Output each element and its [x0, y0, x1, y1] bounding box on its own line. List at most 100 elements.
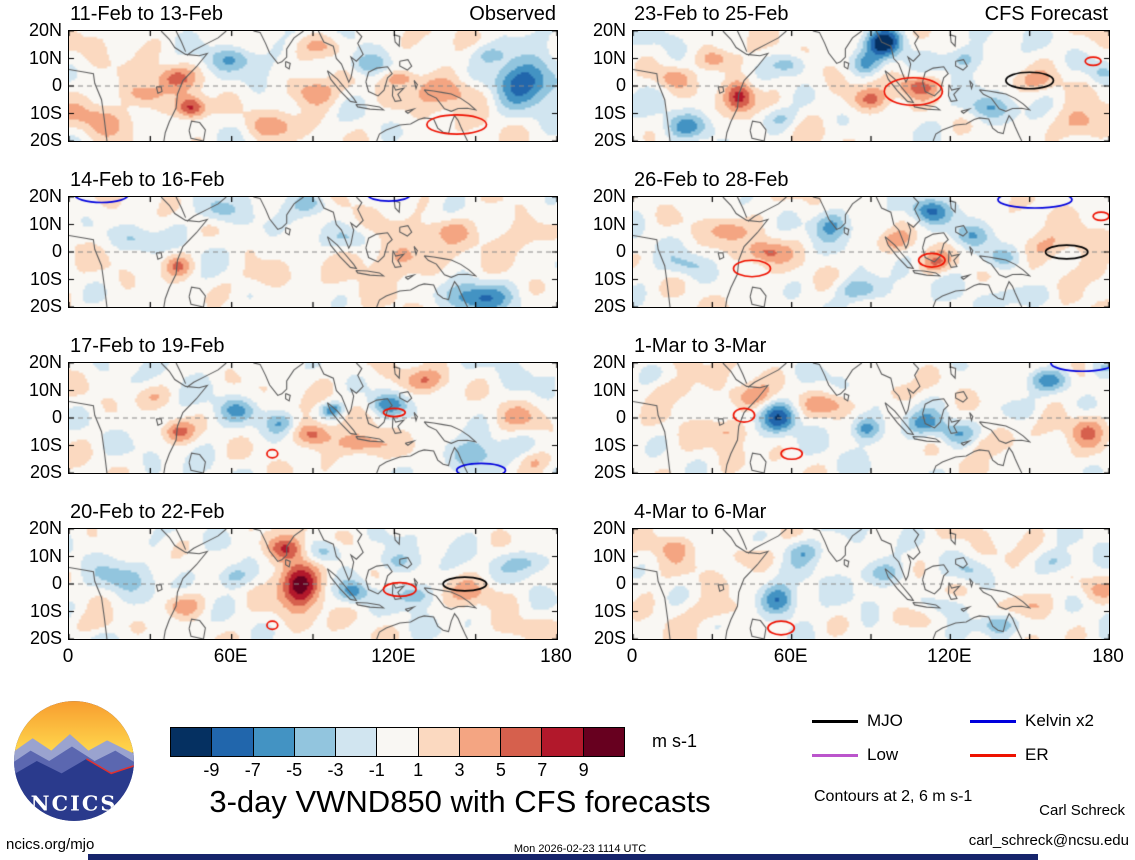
colorbar-cell — [294, 728, 337, 756]
colorbar-tick-label: -7 — [244, 760, 261, 780]
colorbar-cell — [377, 728, 419, 756]
y-axis-label: 10S — [29, 102, 62, 123]
panel-title: 20-Feb to 22-Feb — [70, 501, 225, 523]
y-axis-label: 10N — [28, 379, 62, 400]
map-overlay-canvas — [633, 31, 1109, 141]
colorbar-tick-label: -3 — [327, 760, 344, 780]
low-line-swatch — [812, 753, 858, 757]
wave-legend: MJO Kelvin x2 Low ER — [812, 704, 1124, 772]
legend-label-low: Low — [867, 745, 899, 764]
y-axis-label: 10N — [592, 545, 626, 566]
y-axis-label: 20N — [592, 518, 626, 538]
map-plot — [68, 362, 558, 474]
panel-title: 4-Mar to 6-Mar — [634, 501, 767, 523]
legend-label-er: ER — [1025, 745, 1049, 764]
panel-title: 17-Feb to 19-Feb — [70, 335, 225, 357]
colorbar-cell — [542, 728, 584, 756]
footer-url: ncics.org/mjo — [6, 836, 95, 853]
x-axis-label: 0 — [62, 646, 74, 667]
map-overlay-canvas — [633, 197, 1109, 307]
panel-title: 1-Mar to 3-Mar — [634, 335, 767, 357]
y-axis-label: 20N — [28, 518, 62, 538]
colorbar-cell — [583, 728, 624, 756]
legend-item-er: ER — [970, 745, 1124, 765]
y-axis-label: 20N — [28, 352, 62, 372]
y-axis-label: 10N — [28, 47, 62, 68]
map-overlay-canvas — [633, 363, 1109, 473]
panel-L2: 14-Feb to 16-Feb 20N 10N 0 10S 20S — [29, 169, 558, 316]
y-axis-label: 10S — [593, 434, 626, 455]
y-axis-label: 0 — [615, 241, 626, 261]
legend-item-mjo: MJO — [812, 711, 970, 731]
y-axis-label: 10S — [593, 600, 626, 621]
colorbar-tick-label: 1 — [413, 760, 424, 780]
y-axis-label: 0 — [615, 573, 626, 593]
y-axis-label: 10S — [593, 102, 626, 123]
y-axis-label: 0 — [51, 241, 62, 261]
colorbar-cell — [336, 728, 378, 756]
panel-title: 14-Feb to 16-Feb — [70, 169, 225, 191]
panel-title: 26-Feb to 28-Feb — [634, 169, 789, 191]
colorbar-tick-label: -9 — [203, 760, 220, 780]
colorbar-cell — [418, 728, 460, 756]
map-plot — [68, 30, 558, 142]
y-axis-label: 20S — [29, 628, 62, 648]
y-axis-label: 20S — [593, 296, 626, 316]
y-axis-label: 20S — [593, 462, 626, 482]
legend-label-mjo: MJO — [867, 711, 903, 730]
y-axis-label: 10S — [29, 600, 62, 621]
y-axis-label: 10N — [28, 213, 62, 234]
logo-ridge-line — [86, 758, 134, 775]
y-axis-label: 10S — [29, 434, 62, 455]
map-plot — [632, 196, 1110, 308]
y-axis-label: 10S — [29, 268, 62, 289]
map-overlay-canvas — [69, 31, 557, 141]
x-axis-label: 180 — [540, 646, 572, 667]
colorbar-cell — [212, 728, 254, 756]
y-axis-label: 10S — [593, 268, 626, 289]
units-label: m s-1 — [652, 731, 697, 751]
y-axis-label: 0 — [51, 573, 62, 593]
y-axis-label: 10N — [592, 47, 626, 68]
map-plot — [632, 362, 1110, 474]
kelvin-line-swatch — [970, 719, 1016, 723]
y-axis-label: 0 — [615, 407, 626, 427]
colorbar — [170, 727, 625, 757]
er-line-swatch — [970, 753, 1016, 757]
x-axis-label: 0 — [626, 646, 638, 667]
credit-name: Carl Schreck — [1039, 802, 1125, 819]
panel-corner-label: Observed — [469, 3, 556, 25]
panel-title: 23-Feb to 25-Feb — [634, 3, 789, 25]
ncics-logo: NCICS — [14, 701, 134, 821]
y-axis-label: 10N — [592, 213, 626, 234]
mjo-line-swatch — [812, 719, 858, 723]
y-axis-label: 20S — [593, 130, 626, 150]
colorbar-tick-label: 3 — [454, 760, 465, 780]
logo-text: NCICS — [31, 792, 118, 816]
y-axis-label: 20S — [29, 462, 62, 482]
logo-mountain-front — [14, 758, 134, 821]
contours-note: Contours at 2, 6 m s-1 — [814, 788, 973, 805]
y-axis-label: 20N — [592, 20, 626, 40]
colorbar-tick-label: 9 — [578, 760, 589, 780]
map-overlay-canvas — [69, 529, 557, 639]
y-axis-label: 0 — [615, 75, 626, 95]
colorbar-cell — [253, 728, 295, 756]
colorbar-cell — [171, 728, 213, 756]
colorbar-tick-label: 5 — [495, 760, 506, 780]
colorbar-tick-label: 7 — [537, 760, 548, 780]
legend-item-low: Low — [812, 745, 970, 765]
panel-L4: 20-Feb to 22-Feb 20N 10N 0 10S 20S 0 60E 120E 180 — [29, 501, 572, 667]
panel-R4: 4-Mar to 6-Mar 20N 10N 0 10S 20S 0 60E 120E 180 — [593, 501, 1124, 667]
panel-corner-label: CFS Forecast — [984, 3, 1108, 25]
y-axis-label: 0 — [51, 75, 62, 95]
y-axis-label: 20N — [28, 20, 62, 40]
colorbar-tick-label: -5 — [286, 760, 303, 780]
x-axis-label: 60E — [213, 646, 248, 667]
map-overlay-canvas — [69, 363, 557, 473]
footer-timestamp: Mon 2026-02-23 1114 UTC — [513, 843, 647, 855]
x-axis-label: 120E — [927, 646, 972, 667]
colorbar-tick-label: -1 — [368, 760, 385, 780]
panel-L3: 17-Feb to 19-Feb 20N 10N 0 10S 20S — [29, 335, 558, 482]
